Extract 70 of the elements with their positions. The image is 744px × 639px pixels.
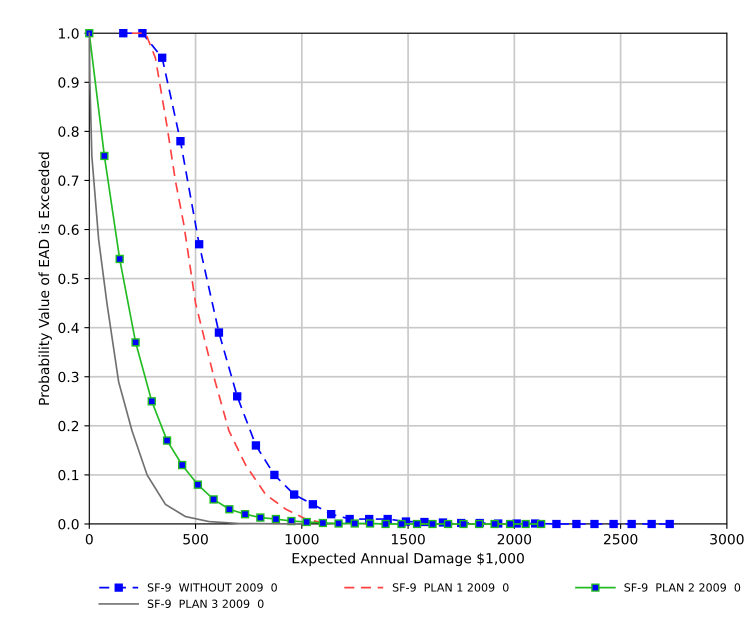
- x-tick-label: 3000: [710, 534, 744, 544]
- point: [225, 505, 234, 514]
- legend-label: SF-9 PLAN 3 2009 0: [148, 600, 264, 608]
- y-tick-label: 0.0: [58, 518, 79, 530]
- point: [158, 54, 166, 62]
- point: [428, 520, 437, 528]
- point: [270, 470, 279, 480]
- point: [194, 240, 204, 248]
- y-tick-label: 0.3: [58, 372, 78, 382]
- point: [666, 520, 674, 528]
- point: [148, 397, 156, 406]
- point: [256, 513, 265, 522]
- point: [116, 254, 124, 264]
- point: [397, 520, 406, 528]
- point: [302, 518, 311, 526]
- point: [214, 328, 224, 337]
- point: [459, 520, 468, 528]
- point: [628, 520, 636, 528]
- y-tick-label: 0.8: [58, 126, 79, 137]
- point: [194, 480, 202, 489]
- point: [326, 510, 336, 518]
- point: [572, 520, 581, 528]
- point: [252, 441, 260, 450]
- point: [138, 29, 147, 38]
- point: [119, 29, 128, 38]
- point: [647, 520, 656, 528]
- y-tick-label: 0.6: [58, 224, 79, 236]
- point: [366, 519, 374, 528]
- point: [350, 519, 359, 528]
- x-tick-label: 0: [86, 534, 93, 544]
- legend-label: SF-9 PLAN 2 2009 0: [624, 583, 740, 592]
- point: [412, 520, 422, 528]
- point: [318, 518, 328, 528]
- legend-label: SF-9 WITHOUT 2009 0: [148, 583, 277, 592]
- point: [506, 520, 514, 528]
- point: [162, 436, 172, 445]
- point: [209, 495, 218, 504]
- y-tick-label: 0.2: [58, 420, 78, 432]
- legend-label: SF-9 PLAN 1 2009 0: [392, 583, 509, 592]
- point: [290, 490, 298, 499]
- y-tick-label: 0.4: [58, 322, 79, 334]
- x-axis-title: Expected Annual Damage $1,000: [292, 552, 524, 566]
- x-tick-label: 1500: [392, 534, 425, 544]
- x-tick-label: 2500: [604, 534, 638, 544]
- point: [178, 460, 186, 470]
- point: [381, 520, 390, 528]
- point: [131, 338, 140, 347]
- point: [240, 510, 250, 518]
- y-tick-label: 1.0: [58, 28, 79, 39]
- point: [521, 520, 530, 528]
- x-tick-label: 1000: [286, 534, 319, 544]
- y-tick-label: 0.7: [58, 175, 78, 186]
- point: [552, 520, 561, 528]
- point: [490, 520, 499, 528]
- point: [609, 520, 618, 528]
- y-tick-label: 0.1: [58, 470, 78, 480]
- x-tick-label: 2000: [498, 534, 532, 544]
- point: [444, 520, 452, 528]
- point: [308, 500, 318, 509]
- y-axis-title: Probability Value of EAD is Exceeded: [38, 152, 52, 405]
- point: [176, 137, 185, 146]
- point: [590, 520, 599, 528]
- point: [233, 392, 242, 401]
- x-tick-label: 500: [183, 534, 208, 544]
- point: [536, 520, 546, 528]
- point: [100, 152, 109, 160]
- y-tick-label: 0.5: [58, 274, 78, 284]
- point: [272, 514, 280, 524]
- point: [334, 519, 343, 528]
- y-tick-label: 0.9: [58, 77, 79, 88]
